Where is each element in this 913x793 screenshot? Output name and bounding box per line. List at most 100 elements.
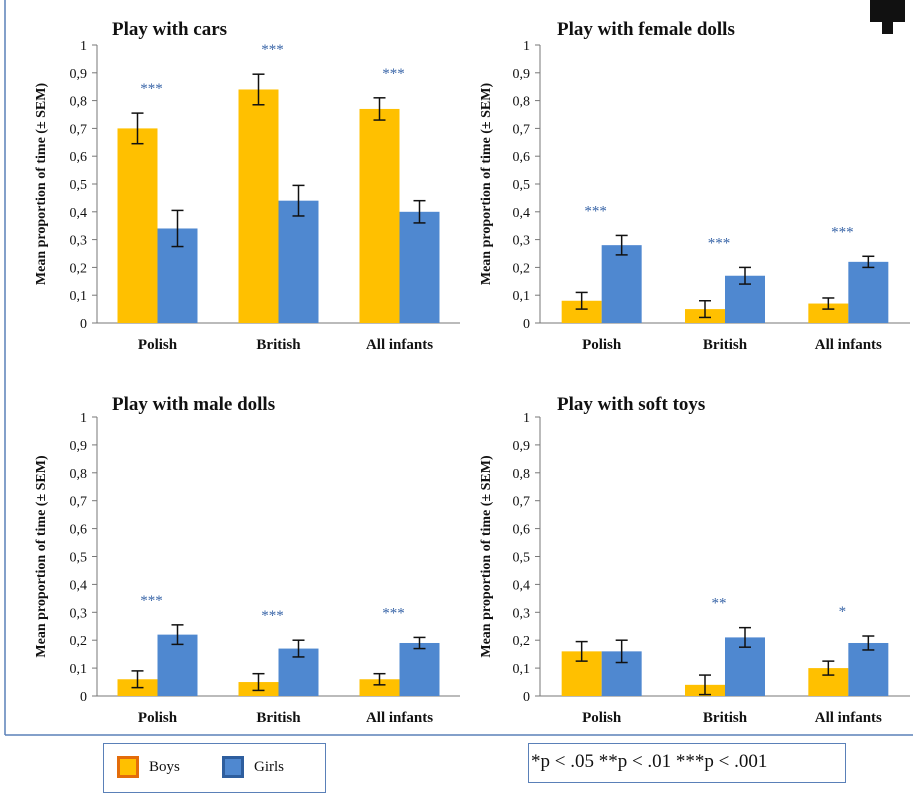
significance-stars: ***	[708, 235, 731, 251]
y-tick-label: 0,9	[513, 439, 531, 454]
x-tick-label: British	[703, 710, 748, 726]
bar-girls	[848, 261, 889, 323]
y-tick-label: 0,5	[70, 551, 88, 566]
x-tick-label: All infants	[366, 710, 433, 726]
y-tick-label: 0,8	[513, 95, 531, 110]
y-tick-label: 0	[80, 317, 87, 332]
bar-girls	[848, 642, 889, 696]
x-tick-label: British	[256, 337, 301, 353]
bar-boys	[117, 128, 158, 323]
y-tick-label: 0	[523, 690, 530, 705]
y-tick-label: 0,6	[513, 150, 531, 165]
x-tick-label: Polish	[138, 337, 178, 353]
significance-stars: *	[839, 604, 847, 620]
bar-boys	[359, 679, 400, 696]
y-tick-label: 0,1	[70, 289, 88, 304]
legend-label-girls: Girls	[254, 758, 284, 775]
significance-stars: ***	[140, 593, 163, 609]
y-tick-label: 0,2	[513, 634, 531, 649]
y-tick-label: 0,3	[513, 234, 531, 249]
y-tick-label: 0,8	[513, 467, 531, 482]
x-tick-label: Polish	[138, 710, 178, 726]
y-tick-label: 0,4	[513, 578, 531, 593]
chart-panel-4: Play with soft toys Mean proportion of ti…	[479, 394, 910, 726]
y-tick-label: 0,2	[513, 261, 531, 276]
y-tick-label: 0,6	[513, 523, 531, 538]
y-tick-label: 0,1	[513, 662, 531, 677]
significance-stars: ***	[261, 608, 284, 624]
chart-panel-1: Play with cars Mean proportion of time (±…	[34, 19, 460, 353]
bar-boys	[561, 300, 602, 323]
bar-girls	[399, 642, 440, 696]
x-tick-label: Polish	[582, 337, 622, 353]
legend-swatch-girls	[222, 756, 244, 778]
y-tick-label: 0	[523, 317, 530, 332]
significance-stars: ***	[382, 605, 405, 621]
y-tick-label: 0,4	[70, 578, 88, 593]
y-tick-label: 0,7	[70, 122, 88, 137]
y-axis-label: Mean proportion of time (± SEM)	[34, 455, 49, 658]
y-tick-label: 0,2	[70, 261, 88, 276]
chart-title: Play with soft toys	[557, 394, 705, 415]
significance-box: *p < .05 **p < .01 ***p < .001	[528, 743, 846, 783]
y-tick-label: 0,5	[513, 551, 531, 566]
chart-title: Play with female dolls	[557, 19, 735, 40]
y-tick-label: 0,3	[70, 606, 88, 621]
chart-title: Play with male dolls	[112, 394, 275, 415]
x-tick-label: All infants	[815, 710, 882, 726]
clipped-glyph	[870, 0, 905, 34]
significance-note: *p < .05 **p < .01 ***p < .001	[531, 751, 768, 772]
y-axis-label: Mean proportion of time (± SEM)	[479, 83, 494, 286]
y-tick-label: 1	[523, 39, 530, 54]
significance-stars: ***	[831, 224, 854, 240]
bar-girls	[399, 211, 440, 323]
y-tick-label: 1	[80, 411, 87, 426]
y-tick-label: 0,2	[70, 634, 88, 649]
y-tick-label: 1	[523, 411, 530, 426]
y-tick-label: 1	[80, 39, 87, 54]
significance-stars: ***	[584, 203, 607, 219]
legend-item-girls: Girls	[222, 756, 284, 778]
y-tick-label: 0,5	[513, 178, 531, 193]
x-tick-label: British	[256, 710, 301, 726]
bar-girls	[278, 200, 319, 323]
bar-boys	[359, 108, 400, 323]
legend-swatch-boys	[117, 756, 139, 778]
y-axis-label: Mean proportion of time (± SEM)	[479, 455, 494, 658]
y-tick-label: 0,3	[70, 234, 88, 249]
bar-boys	[238, 89, 279, 323]
y-tick-label: 0,7	[70, 495, 88, 510]
y-tick-label: 0,3	[513, 606, 531, 621]
legend-label-boys: Boys	[149, 758, 180, 775]
significance-stars: ***	[261, 42, 284, 58]
chart-panel-3: Play with male dolls Mean proportion of t…	[34, 394, 460, 726]
y-tick-label: 0,9	[513, 67, 531, 82]
x-tick-label: All infants	[366, 337, 433, 353]
y-tick-label: 0,6	[70, 523, 88, 538]
chart-title: Play with cars	[112, 19, 227, 40]
y-tick-label: 0,5	[70, 178, 88, 193]
x-tick-label: Polish	[582, 710, 622, 726]
legend: Boys Girls	[103, 743, 326, 793]
significance-stars: ***	[140, 81, 163, 97]
y-tick-label: 0,7	[513, 122, 531, 137]
y-tick-label: 0,9	[70, 439, 88, 454]
y-tick-label: 0,7	[513, 495, 531, 510]
y-tick-label: 0	[80, 690, 87, 705]
y-tick-label: 0,4	[513, 206, 531, 221]
significance-stars: ***	[382, 66, 405, 82]
x-tick-label: British	[703, 337, 748, 353]
y-tick-label: 0,1	[70, 662, 88, 677]
bar-girls	[601, 245, 642, 323]
bar-boys	[808, 303, 849, 323]
y-tick-label: 0,1	[513, 289, 531, 304]
y-tick-label: 0,8	[70, 467, 88, 482]
y-axis-label: Mean proportion of time (± SEM)	[34, 83, 49, 286]
y-tick-label: 0,4	[70, 206, 88, 221]
y-tick-label: 0,8	[70, 95, 88, 110]
significance-stars: **	[712, 596, 727, 612]
chart-panel-2: Play with female dolls Mean proportion of…	[479, 19, 910, 353]
x-tick-label: All infants	[815, 337, 882, 353]
